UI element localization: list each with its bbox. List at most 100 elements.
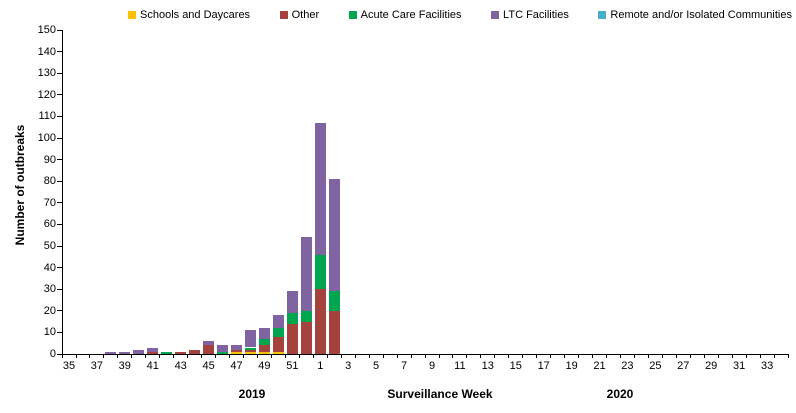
bar-segment-week-44	[189, 349, 201, 354]
bar-segment-week-39	[119, 351, 131, 354]
y-tick-label: 110	[38, 110, 56, 123]
bar-segment-week-51	[286, 323, 298, 354]
x-tick	[452, 354, 454, 358]
x-tick-label: 47	[230, 360, 243, 372]
x-tick-label: 11	[454, 360, 466, 372]
x-tick-label: 29	[705, 360, 718, 372]
x-tick	[340, 354, 342, 358]
bar-segment-week-52	[300, 310, 312, 322]
y-tick	[57, 331, 62, 333]
y-tick	[57, 223, 62, 225]
x-tick	[61, 354, 63, 358]
x-tick	[396, 354, 398, 358]
x-tick	[731, 354, 733, 358]
x-tick	[103, 354, 105, 358]
bar-segment-week-49	[258, 328, 270, 339]
x-tick	[689, 354, 691, 358]
x-tick-label: 33	[760, 360, 774, 372]
year-label-2019: 2019	[238, 387, 266, 401]
bar-segment-week-51	[286, 291, 298, 313]
legend-swatch-icon	[279, 11, 288, 19]
x-tick	[703, 354, 705, 358]
bar-segment-week-1	[314, 122, 326, 255]
bar-segment-week-2	[328, 310, 340, 354]
x-tick-label: 25	[649, 360, 662, 372]
bar-segment-week-2	[328, 291, 340, 311]
bar-segment-week-52	[300, 237, 312, 311]
x-tick	[187, 354, 189, 358]
y-tick	[57, 115, 62, 117]
legend-label: Other	[291, 9, 320, 21]
bar-segment-week-52	[300, 321, 312, 354]
bar-segment-week-50	[272, 351, 284, 354]
y-tick-label: 50	[43, 240, 56, 252]
x-tick	[578, 354, 580, 358]
y-tick-label: 0	[49, 348, 56, 360]
y-tick-label: 70	[43, 196, 56, 209]
x-tick	[270, 354, 272, 358]
legend-label: LTC Facilities	[503, 9, 569, 21]
bar-segment-week-51	[286, 313, 298, 324]
x-tick-label: 3	[345, 360, 352, 372]
x-tick	[159, 354, 161, 358]
x-tick	[89, 354, 91, 358]
x-tick	[466, 354, 468, 358]
x-axis-title: Surveillance Week	[387, 387, 493, 401]
x-tick-label: 49	[258, 360, 271, 372]
x-tick	[173, 354, 175, 358]
bar-segment-week-40	[133, 349, 145, 354]
legend-item: Acute Care Facilities	[348, 9, 462, 21]
x-tick	[606, 354, 607, 358]
x-tick-label: 5	[373, 360, 380, 372]
y-tick	[57, 29, 62, 31]
x-tick	[633, 354, 635, 358]
x-tick	[647, 354, 649, 358]
y-tick	[57, 267, 62, 269]
x-tick-label: 39	[118, 360, 131, 372]
legend-label: Schools and Daycares	[140, 9, 251, 21]
x-tick	[229, 354, 230, 358]
y-tick-label: 150	[37, 24, 56, 36]
legend-item: Schools and Daycares	[128, 9, 250, 21]
x-tick	[620, 354, 621, 358]
x-tick-label: 9	[428, 360, 436, 372]
x-tick	[424, 354, 426, 358]
y-tick	[57, 72, 62, 74]
legend-item: Other	[279, 9, 320, 21]
y-tick-label: 100	[37, 132, 56, 144]
x-tick	[787, 354, 789, 358]
x-tick-label: 31	[732, 360, 746, 372]
x-tick	[592, 354, 593, 358]
legend-swatch-icon	[491, 11, 500, 19]
y-tick-label: 120	[37, 88, 56, 101]
x-tick	[536, 354, 538, 358]
bar-segment-week-48	[245, 351, 256, 354]
legend-swatch-icon	[598, 11, 607, 19]
y-tick	[57, 353, 62, 355]
x-tick	[410, 354, 412, 358]
bar-segment-week-42	[161, 351, 173, 354]
x-tick	[243, 354, 244, 358]
legend-item: LTC Facilities	[491, 9, 569, 21]
bar-segment-week-50	[272, 328, 284, 337]
x-tick	[382, 354, 384, 358]
legend-label: Remote and/or Isolated Communities	[610, 9, 792, 21]
year-label-2020: 2020	[606, 387, 634, 401]
y-tick-label: 40	[43, 261, 56, 274]
x-tick-label: 41	[146, 360, 159, 372]
y-tick-label: 130	[37, 67, 56, 80]
bar-segment-week-45	[203, 345, 215, 354]
x-tick	[117, 354, 119, 358]
y-tick	[57, 310, 62, 312]
x-tick	[284, 354, 286, 358]
bar-segment-week-1	[314, 254, 326, 290]
x-tick	[145, 354, 147, 358]
y-tick	[57, 202, 62, 204]
x-tick	[215, 354, 217, 358]
x-tick	[508, 354, 510, 358]
x-tick	[661, 354, 663, 358]
x-tick	[675, 354, 677, 358]
y-tick-label: 140	[37, 45, 56, 58]
